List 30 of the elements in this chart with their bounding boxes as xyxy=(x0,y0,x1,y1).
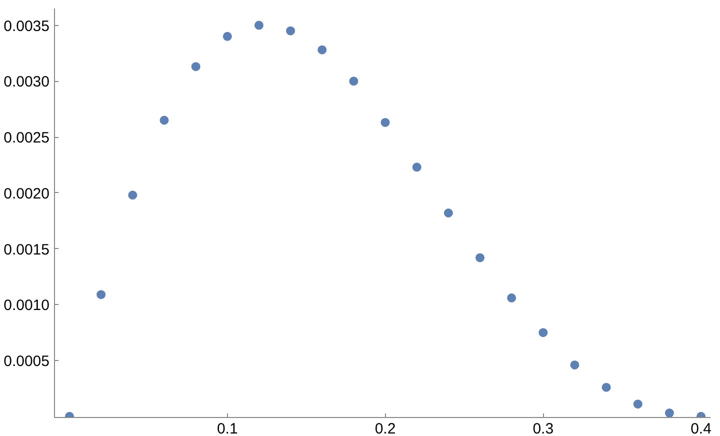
x-tick-label: 0.1 xyxy=(216,420,238,436)
point xyxy=(380,118,390,127)
point xyxy=(222,32,232,41)
point xyxy=(160,116,169,125)
x-tick-label: 0.3 xyxy=(532,420,554,436)
y-tick-label: 0.0020 xyxy=(4,185,50,202)
y-tick-label: 0.0035 xyxy=(4,18,50,35)
point xyxy=(633,400,642,409)
point xyxy=(349,76,358,86)
point xyxy=(664,408,674,418)
point xyxy=(538,328,548,338)
point xyxy=(444,208,453,218)
x-tick-label: 0.2 xyxy=(374,420,396,436)
point xyxy=(286,26,296,36)
point xyxy=(507,293,516,302)
point xyxy=(602,382,611,392)
y-tick-label: 0.0030 xyxy=(4,74,50,91)
point xyxy=(412,162,422,172)
y-tick-label: 0.0015 xyxy=(4,241,50,258)
y-tick-label: 0.0025 xyxy=(4,130,50,147)
y-tick-label: 0.0010 xyxy=(4,297,50,314)
point xyxy=(570,360,580,370)
point xyxy=(96,290,106,300)
point xyxy=(128,190,138,200)
point xyxy=(475,253,484,262)
x-tick-label: 0.4 xyxy=(690,420,712,436)
point xyxy=(191,62,200,72)
point xyxy=(254,20,264,30)
point xyxy=(318,45,327,54)
y-tick-label: 0.0005 xyxy=(4,353,50,370)
